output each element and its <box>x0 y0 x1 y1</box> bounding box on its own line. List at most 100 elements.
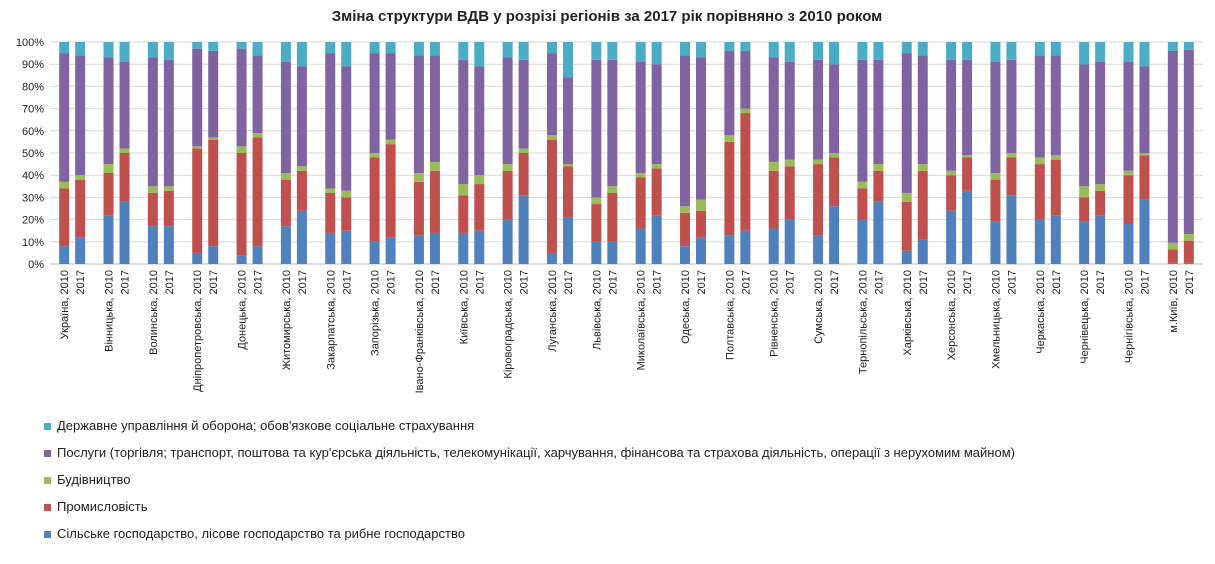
bar-segment <box>680 206 691 213</box>
x-year-label: 2017 <box>918 270 930 294</box>
bar-segment <box>680 212 691 247</box>
bar-segment <box>1123 175 1134 225</box>
bar-segment <box>635 177 646 229</box>
bar-segment <box>1095 184 1106 191</box>
bar-segment <box>901 42 912 54</box>
bar-segment <box>119 61 130 149</box>
bar-segment <box>1095 42 1106 62</box>
x-year-label: 2017 <box>519 270 531 294</box>
bar-segment <box>147 186 158 193</box>
bar-segment <box>518 59 529 149</box>
bar-segment <box>1006 59 1017 154</box>
bar-segment <box>75 55 86 176</box>
bar-segment <box>546 53 557 136</box>
x-category-label: Черкаська, 2010 <box>1035 270 1047 354</box>
bar-segment <box>562 164 573 167</box>
bar-segment <box>990 61 1001 173</box>
x-category-label: Хмельницька, 2010 <box>990 270 1002 369</box>
bar-segment <box>813 164 824 236</box>
x-year-label: 2017 <box>962 270 974 294</box>
bar-segment <box>1034 219 1045 264</box>
bar-segment <box>651 42 662 65</box>
bar-segment <box>280 226 291 264</box>
bar-segment <box>59 188 70 247</box>
bar-segment <box>651 164 662 169</box>
y-axis: 0% 10% 20% 30% 40% 50% 60% 70% 80% 90% 100% <box>16 37 44 271</box>
bar-segment <box>252 42 263 56</box>
bar-segment <box>784 42 795 62</box>
bar-segment <box>502 57 513 165</box>
bar-segment <box>1079 64 1090 187</box>
legend-label: Будівництво <box>57 472 131 487</box>
bar-segment <box>946 175 957 211</box>
x-year-label: 2017 <box>829 270 841 294</box>
x-year-label: 2017 <box>1051 270 1063 294</box>
bar-segment <box>546 252 557 264</box>
bar-segment <box>208 137 219 140</box>
x-year-label: 2017 <box>696 270 708 294</box>
bar-segment <box>103 172 114 216</box>
bar-segment <box>325 53 336 189</box>
bar-segment <box>236 153 247 256</box>
legend-label: Промисловість <box>57 499 148 514</box>
bar-segment <box>147 192 158 227</box>
bar-segment <box>296 42 307 67</box>
x-category-label: Закарпатська, 2010 <box>325 270 337 370</box>
bar-segment <box>75 42 86 56</box>
bar-segment <box>1034 157 1045 165</box>
bar-segment <box>917 239 928 264</box>
bar-segment <box>917 42 928 56</box>
bar-segment <box>163 59 174 187</box>
bar-segment <box>103 42 114 58</box>
x-year-label: 2017 <box>75 270 87 294</box>
x-year-label: 2017 <box>341 270 353 294</box>
bar-segment <box>946 42 957 60</box>
bar-segment <box>208 50 219 138</box>
bar-segment <box>562 217 573 264</box>
y-tick-label: 50% <box>22 148 44 160</box>
bar-segment <box>901 201 912 251</box>
bar-segment <box>147 226 158 264</box>
bar-segment <box>696 199 707 211</box>
bar-segment <box>119 153 130 202</box>
bar-segment <box>103 215 114 264</box>
bar-segment <box>429 232 440 264</box>
bar-segment <box>546 139 557 253</box>
bar-segment <box>192 48 203 147</box>
legend: Державне управління й оборона; обов'язко… <box>44 418 1015 541</box>
bar-segment <box>990 172 1001 180</box>
x-category-label: Донецька, 2010 <box>237 270 249 350</box>
bar-segment <box>236 255 247 264</box>
bar-segment <box>1050 215 1061 264</box>
bar-segment <box>724 235 735 264</box>
bar-segment <box>1034 42 1045 56</box>
bar-segment <box>946 59 957 171</box>
x-category-label: Сумська, 2010 <box>813 270 825 344</box>
bar-segment <box>917 55 928 165</box>
bar-segment <box>1183 240 1194 263</box>
bar-segment <box>1167 42 1178 51</box>
x-year-label: 2017 <box>1095 270 1107 294</box>
bar-segment <box>163 42 174 60</box>
x-category-label: Херсонська, 2010 <box>946 270 958 360</box>
bar-segment <box>962 155 973 158</box>
x-category-label: Чернівецька, 2010 <box>1079 270 1091 364</box>
bar-segment <box>369 157 380 242</box>
x-category-label: Дніпропетровська, 2010 <box>192 270 204 392</box>
bar-segment <box>607 186 618 193</box>
bar-segment <box>1183 49 1194 235</box>
bar-segment <box>296 210 307 264</box>
bar-segment <box>873 170 884 202</box>
bar-segment <box>768 57 779 162</box>
x-year-label: 2017 <box>164 270 176 294</box>
y-tick-label: 30% <box>22 192 44 204</box>
bar-segment <box>990 221 1001 264</box>
bar-segment <box>829 42 840 65</box>
bar-segment <box>208 42 219 51</box>
bar-segment <box>962 59 973 156</box>
bar-segment <box>740 50 751 109</box>
bar-segment <box>1139 66 1150 153</box>
bar-segment <box>518 195 529 264</box>
bar-segment <box>740 42 751 51</box>
bar-segment <box>474 42 485 67</box>
